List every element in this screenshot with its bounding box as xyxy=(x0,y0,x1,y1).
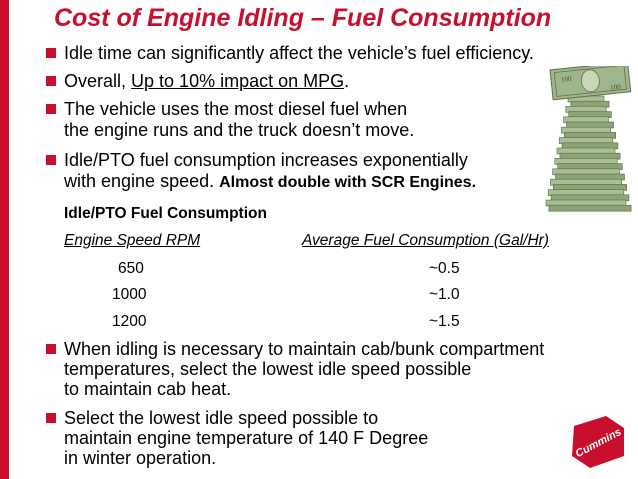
bullet-line-2: temperatures, select the lowest idle spe… xyxy=(64,359,472,379)
bullet-square-icon xyxy=(46,104,56,114)
bullet-square-icon xyxy=(46,48,56,58)
bullet-line-1: When idling is necessary to maintain cab… xyxy=(64,339,545,359)
left-accent-bar xyxy=(0,0,9,479)
table-header-consumption: Average Fuel Consumption (Gal/Hr) xyxy=(302,232,549,249)
bullet-line-1: Select the lowest idle speed possible to xyxy=(64,408,379,428)
bullet-line-2: with engine speed. xyxy=(64,171,215,191)
bullet-line-3: to maintain cab heat. xyxy=(64,379,232,399)
bullet-text: Idle time can significantly affect the v… xyxy=(64,43,534,63)
bullet-square-icon xyxy=(46,344,56,354)
svg-text:100: 100 xyxy=(561,75,573,84)
mpg-impact-highlight: Up to 10% impact on MPG xyxy=(131,71,345,91)
table-cell-consumption: ~1.0 xyxy=(429,286,460,303)
bullet-square-icon xyxy=(46,413,56,423)
bullet-square-icon xyxy=(46,76,56,86)
table-header-rpm: Engine Speed RPM xyxy=(64,232,201,249)
table-cell-consumption: ~1.5 xyxy=(429,313,460,330)
scr-engines-note: Almost double with SCR Engines. xyxy=(219,174,477,191)
bullet-line-2: the engine runs and the truck doesn’t mo… xyxy=(64,120,415,140)
table-title: Idle/PTO Fuel Consumption xyxy=(64,205,267,222)
bill-layer xyxy=(548,204,632,212)
bullet-prefix: Overall, xyxy=(64,71,132,91)
cummins-logo: Cummins xyxy=(572,416,624,468)
svg-text:100: 100 xyxy=(610,83,622,92)
bullet-square-icon xyxy=(46,155,56,165)
table-cell-rpm: 650 xyxy=(118,260,144,277)
bullet-suffix: . xyxy=(344,71,350,91)
table-cell-consumption: ~0.5 xyxy=(429,260,460,277)
bullet-line-2: maintain engine temperature of 140 F Deg… xyxy=(64,428,429,448)
table-cell-rpm: 1200 xyxy=(112,313,147,330)
bullet-line-1: The vehicle uses the most diesel fuel wh… xyxy=(64,99,408,119)
bullet-line-1: Idle/PTO fuel consumption increases expo… xyxy=(64,150,468,170)
bullet-line-3: in winter operation. xyxy=(64,448,217,468)
slide-title: Cost of Engine Idling – Fuel Consumption xyxy=(54,4,552,32)
table-cell-rpm: 1000 xyxy=(112,286,147,303)
money-stack-image: 100 100 xyxy=(545,66,632,212)
